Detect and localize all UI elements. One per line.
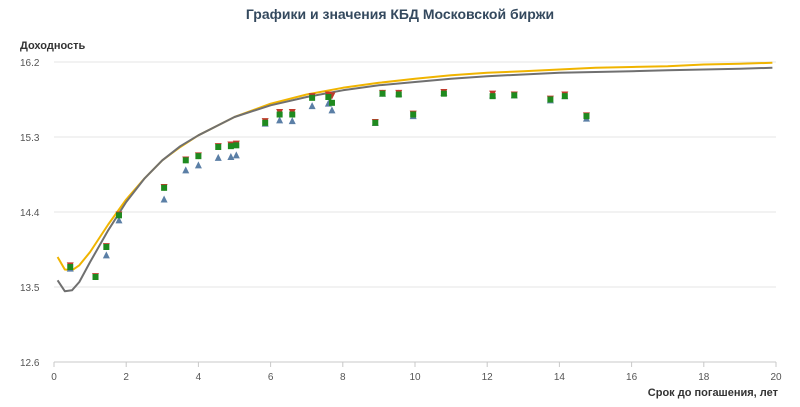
- data-point-square: [67, 264, 74, 270]
- x-tick-label: 16: [626, 372, 638, 383]
- data-point-square: [233, 142, 240, 149]
- data-point-square: [215, 144, 222, 150]
- data-point-square: [103, 244, 110, 250]
- data-point-square: [309, 94, 316, 101]
- y-tick-label: 16.2: [20, 58, 40, 69]
- data-point-triangle-up: [232, 151, 240, 159]
- y-tick-label: 12.6: [20, 358, 40, 369]
- curve-line-1: [56, 66, 773, 293]
- data-point-triangle-up: [288, 117, 296, 125]
- x-tick-label: 2: [123, 372, 129, 383]
- data-point-square: [395, 91, 402, 98]
- data-point-square: [276, 111, 283, 118]
- x-tick-label: 4: [196, 372, 202, 383]
- x-tick-label: 14: [554, 372, 566, 383]
- data-point-square: [379, 90, 386, 97]
- data-point-square: [262, 119, 269, 126]
- data-point-triangle-up: [328, 106, 336, 114]
- x-axis-label: Срок до погашения, лет: [647, 387, 778, 399]
- data-point-square: [561, 93, 568, 100]
- data-point-triangle-up: [194, 161, 202, 169]
- y-tick-label: 14.4: [20, 208, 40, 219]
- data-point-square: [583, 113, 590, 120]
- chart-title: Графики и значения КБД Московской биржи: [245, 6, 555, 22]
- data-point-square: [182, 157, 189, 164]
- data-point-triangle-up: [227, 153, 235, 160]
- data-point-square: [410, 111, 417, 118]
- y-tick-label: 13.5: [20, 283, 40, 294]
- data-point-square: [325, 94, 332, 100]
- data-point-square: [547, 96, 554, 103]
- x-tick-label: 10: [409, 372, 421, 383]
- data-point-square: [489, 93, 496, 100]
- data-point-square: [195, 153, 202, 160]
- y-axis-label: Доходность: [20, 40, 86, 52]
- data-point-square: [372, 119, 379, 126]
- data-point-square: [161, 184, 168, 191]
- data-point-square: [511, 92, 518, 99]
- x-tick-label: 20: [770, 372, 782, 383]
- x-tick-label: 12: [482, 372, 494, 383]
- data-point-square: [328, 99, 335, 106]
- data-point-square: [92, 274, 99, 280]
- x-tick-label: 6: [268, 372, 274, 383]
- curve-line-0: [56, 61, 773, 272]
- data-point-triangle-up: [182, 166, 190, 174]
- data-point-square: [227, 143, 234, 150]
- x-tick-label: 0: [51, 372, 57, 383]
- data-point-square: [289, 111, 296, 118]
- data-point-triangle-up: [160, 195, 168, 203]
- data-point-square: [115, 212, 122, 219]
- data-point-triangle-up: [214, 153, 222, 161]
- data-point-triangle-up: [308, 102, 316, 110]
- data-point-triangle-up: [102, 251, 110, 259]
- data-point-triangle-up: [276, 116, 284, 124]
- x-tick-label: 18: [698, 372, 710, 383]
- data-point-triangle-up: [115, 216, 123, 224]
- y-tick-label: 15.3: [20, 133, 40, 144]
- x-tick-label: 8: [340, 372, 346, 383]
- data-point-square: [440, 90, 447, 97]
